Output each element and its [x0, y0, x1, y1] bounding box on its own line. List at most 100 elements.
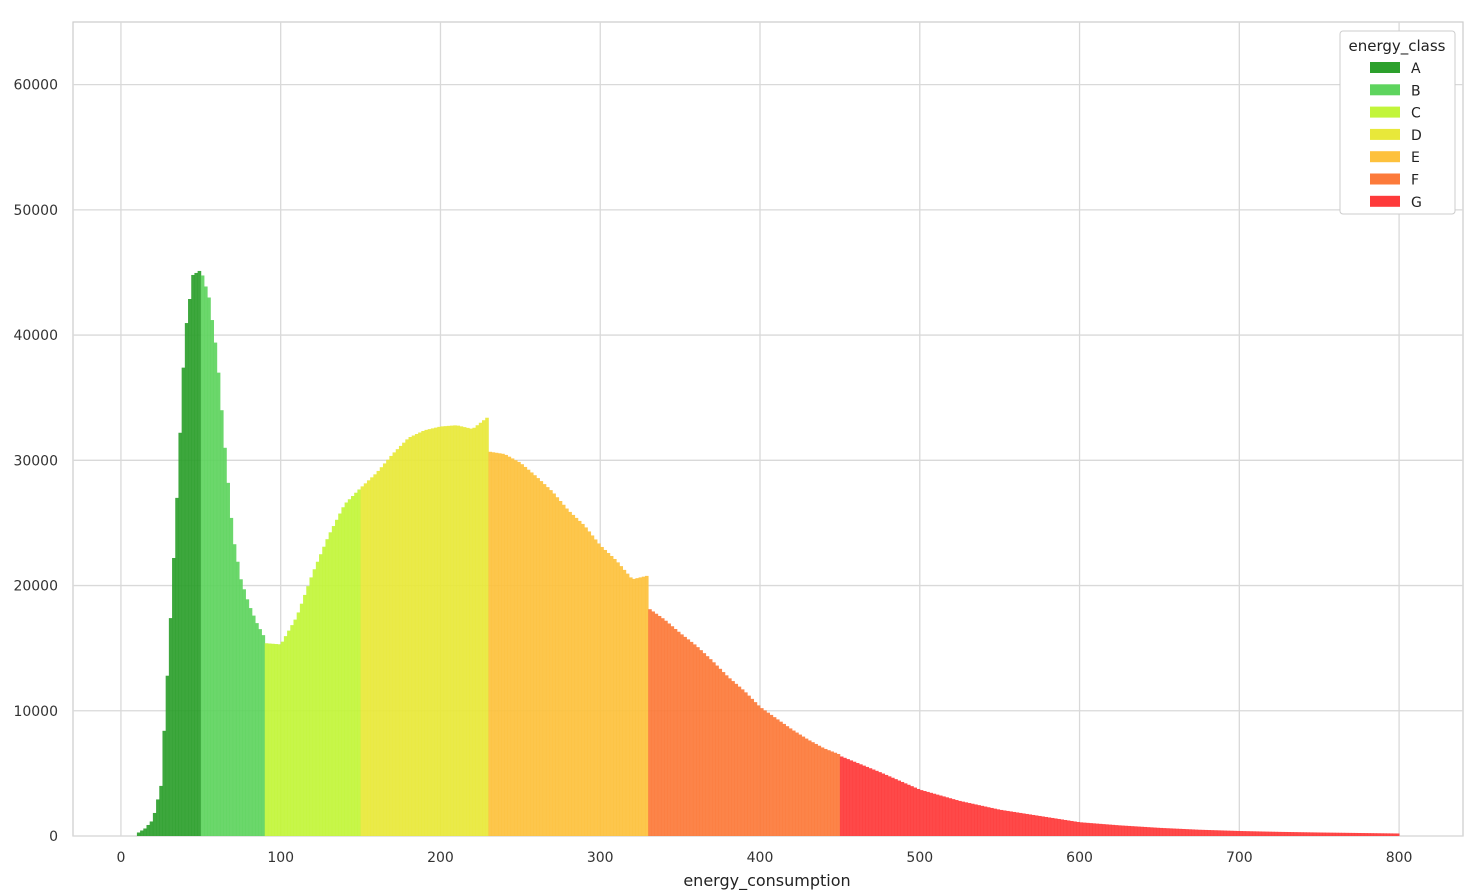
y-tick-label: 20000	[13, 579, 58, 595]
histogram-bar-G	[1325, 832, 1330, 836]
legend-swatch-A	[1370, 62, 1400, 73]
histogram-bar-D	[472, 427, 477, 836]
histogram-bar-G	[1370, 833, 1374, 836]
legend-title: energy_class	[1348, 37, 1445, 56]
histogram-bar-G	[1181, 828, 1186, 836]
histogram-bar-C	[271, 643, 275, 836]
histogram-bar-F	[744, 692, 748, 836]
legend-swatch-F	[1370, 173, 1400, 185]
histogram-bar-G	[1386, 833, 1390, 836]
y-tick-label: 0	[49, 829, 58, 845]
histogram-bar-E	[539, 481, 544, 836]
histogram-bar-C	[319, 554, 323, 836]
histogram-bar-E	[613, 558, 617, 836]
histogram-bar-D	[485, 417, 489, 836]
histogram-bar-G	[1335, 832, 1339, 836]
histogram-bar-C	[296, 612, 301, 836]
histogram-bar-G	[887, 776, 892, 836]
histogram-bar-G	[1293, 832, 1298, 836]
histogram-bar-F	[798, 734, 802, 836]
y-tick-label: 30000	[13, 453, 58, 469]
histogram-bar-C	[328, 532, 333, 836]
histogram-bar-G	[1367, 833, 1371, 836]
histogram-bar-D	[408, 437, 413, 836]
histogram-bar-E	[574, 517, 579, 836]
histogram-bar-C	[293, 619, 298, 836]
histogram-bar-G	[1041, 816, 1045, 836]
histogram-bar-E	[555, 497, 560, 836]
histogram-bar-C	[351, 495, 355, 836]
histogram-bar-G	[1328, 832, 1333, 836]
histogram-bar-G	[1002, 810, 1007, 836]
histogram-bar-A	[178, 432, 183, 836]
histogram-bar-C	[299, 603, 304, 836]
histogram-bar-B	[255, 623, 259, 836]
histogram-bar-G	[903, 783, 908, 836]
histogram-bar-F	[664, 620, 668, 836]
histogram-bar-F	[648, 609, 652, 836]
histogram-bar-G	[843, 757, 847, 836]
histogram-bar-D	[366, 480, 371, 836]
histogram-bar-G	[1044, 816, 1048, 836]
histogram-bar-D	[398, 445, 403, 836]
x-tick-label: 200	[427, 850, 454, 866]
series-D	[360, 417, 489, 836]
histogram-bar-G	[948, 798, 953, 836]
series-A	[136, 270, 202, 837]
histogram-bar-G	[1034, 815, 1039, 836]
histogram-bar-G	[1143, 826, 1148, 836]
histogram-bar-E	[616, 562, 620, 836]
histogram-bar-G	[1392, 833, 1397, 836]
x-tick-label: 700	[1226, 850, 1253, 866]
histogram-bar-E	[577, 520, 582, 836]
histogram-bar-E	[587, 531, 592, 836]
histogram-bar-G	[1395, 833, 1400, 836]
histogram-bar-B	[204, 286, 208, 836]
histogram-bar-G	[1140, 826, 1144, 836]
histogram-bar-D	[440, 426, 445, 836]
histogram-bar-G	[1095, 823, 1100, 836]
histogram-bar-F	[763, 710, 767, 836]
histogram-bar-G	[1226, 830, 1231, 836]
histogram-bar-G	[894, 779, 898, 836]
histogram-bar-G	[907, 784, 911, 836]
histogram-bar-G	[945, 797, 949, 836]
histogram-bar-C	[354, 492, 358, 836]
histogram-bar-E	[549, 490, 553, 836]
histogram-bar-A	[191, 274, 195, 836]
histogram-bar-F	[769, 714, 774, 836]
histogram-bar-G	[1114, 825, 1119, 836]
histogram-bar-G	[1331, 832, 1336, 836]
histogram-bar-G	[1290, 832, 1295, 836]
histogram-bar-G	[1159, 827, 1164, 836]
histogram-bar-G	[1284, 831, 1288, 836]
histogram-bar-G	[1031, 814, 1036, 836]
histogram-bar-F	[718, 668, 723, 836]
legend-label-D: D	[1411, 128, 1422, 144]
histogram-bar-D	[434, 427, 438, 836]
histogram-bar-G	[1022, 813, 1026, 836]
histogram-bar-D	[395, 449, 400, 836]
histogram-bar-D	[405, 439, 409, 836]
histogram-bar-B	[261, 635, 266, 836]
histogram-bar-G	[1258, 831, 1263, 836]
histogram-bar-G	[1344, 832, 1349, 836]
histogram-bar-G	[922, 791, 927, 836]
histogram-bar-G	[1169, 828, 1173, 836]
histogram-bar-F	[728, 678, 732, 836]
histogram-bar-D	[421, 431, 425, 836]
histogram-bar-G	[1057, 818, 1061, 836]
histogram-bar-G	[990, 807, 994, 836]
histogram-bar-E	[536, 478, 540, 836]
histogram-bar-E	[558, 501, 563, 836]
histogram-bar-G	[1006, 810, 1010, 836]
histogram-bar-G	[1063, 819, 1068, 836]
histogram-bar-G	[954, 800, 959, 836]
histogram-bar-G	[1188, 829, 1192, 836]
histogram-bar-A	[140, 830, 144, 836]
histogram-bar-F	[782, 723, 786, 836]
histogram-bar-E	[529, 472, 534, 836]
histogram-bar-G	[871, 769, 876, 836]
histogram-bar-G	[938, 795, 943, 836]
histogram-bar-F	[750, 698, 755, 836]
